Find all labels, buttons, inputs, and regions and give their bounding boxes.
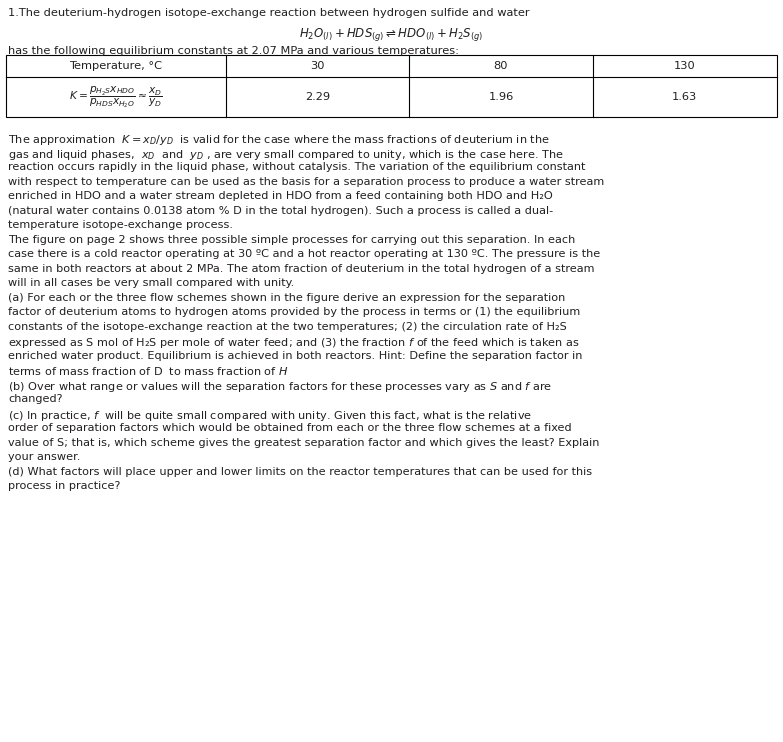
Text: reaction occurs rapidly in the liquid phase, without catalysis. The variation of: reaction occurs rapidly in the liquid ph…	[8, 162, 586, 172]
Text: temperature isotope-exchange process.: temperature isotope-exchange process.	[8, 220, 233, 230]
Text: has the following equilibrium constants at 2.07 MPa and various temperatures:: has the following equilibrium constants …	[8, 47, 459, 56]
Text: The figure on page 2 shows three possible simple processes for carrying out this: The figure on page 2 shows three possibl…	[8, 234, 576, 245]
Text: order of separation factors which would be obtained from each or the three flow : order of separation factors which would …	[8, 423, 572, 433]
Text: enriched in HDO and a water stream depleted in HDO from a feed containing both H: enriched in HDO and a water stream deple…	[8, 191, 553, 201]
Text: with respect to temperature can be used as the basis for a separation process to: with respect to temperature can be used …	[8, 177, 604, 186]
Text: your answer.: your answer.	[8, 452, 81, 462]
Text: (d) What factors will place upper and lower limits on the reactor temperatures t: (d) What factors will place upper and lo…	[8, 467, 592, 476]
Text: (c) In practice, $f$  will be quite small compared with unity. Given this fact, : (c) In practice, $f$ will be quite small…	[8, 409, 532, 423]
Text: changed?: changed?	[8, 394, 63, 404]
Text: expressed as S mol of H₂S per mole of water feed; and (3) the fraction $f$ of th: expressed as S mol of H₂S per mole of wa…	[8, 336, 579, 350]
Text: 1.63: 1.63	[673, 92, 698, 102]
Text: 2.29: 2.29	[305, 92, 330, 102]
Text: Temperature, °C: Temperature, °C	[70, 61, 162, 71]
Text: $K = \dfrac{p_{H_2S}x_{HDO}}{p_{HDS}x_{H_2O}} \approx \dfrac{x_D}{y_D}$: $K = \dfrac{p_{H_2S}x_{HDO}}{p_{HDS}x_{H…	[69, 85, 163, 110]
Text: (natural water contains 0.0138 atom % D in the total hydrogen). Such a process i: (natural water contains 0.0138 atom % D …	[8, 206, 553, 216]
Text: 30: 30	[310, 61, 325, 71]
Text: $H_2O_{(l)} + HDS_{(g)} \rightleftharpoons HDO_{(l)} + H_2S_{(g)}$: $H_2O_{(l)} + HDS_{(g)} \rightleftharpoo…	[299, 26, 484, 43]
Text: 80: 80	[494, 61, 508, 71]
Text: (a) For each or the three flow schemes shown in the figure derive an expression : (a) For each or the three flow schemes s…	[8, 292, 565, 303]
Text: 1.The deuterium-hydrogen isotope-exchange reaction between hydrogen sulfide and : 1.The deuterium-hydrogen isotope-exchang…	[8, 8, 529, 18]
Text: same in both reactors at about 2 MPa. The atom fraction of deuterium in the tota: same in both reactors at about 2 MPa. Th…	[8, 263, 594, 274]
Text: process in practice?: process in practice?	[8, 481, 121, 491]
Text: gas and liquid phases,  $x_D$  and  $y_D$ , are very small compared to unity, wh: gas and liquid phases, $x_D$ and $y_D$ ,…	[8, 148, 564, 162]
Text: The approximation  $K=x_D/y_D$  is valid for the case where the mass fractions o: The approximation $K=x_D/y_D$ is valid f…	[8, 133, 550, 147]
Text: constants of the isotope-exchange reaction at the two temperatures; (2) the circ: constants of the isotope-exchange reacti…	[8, 321, 567, 332]
Text: value of S; that is, which scheme gives the greatest separation factor and which: value of S; that is, which scheme gives …	[8, 438, 599, 447]
Text: factor of deuterium atoms to hydrogen atoms provided by the process in terms or : factor of deuterium atoms to hydrogen at…	[8, 307, 580, 317]
Text: enriched water product. Equilibrium is achieved in both reactors. Hint: Define t: enriched water product. Equilibrium is a…	[8, 350, 583, 361]
Text: terms of mass fraction of D  to mass fraction of $H$: terms of mass fraction of D to mass frac…	[8, 365, 288, 377]
Text: case there is a cold reactor operating at 30 ºC and a hot reactor operating at 1: case there is a cold reactor operating a…	[8, 249, 601, 259]
Bar	[6, 55, 777, 117]
Text: 130: 130	[674, 61, 696, 71]
Text: 1.96: 1.96	[489, 92, 514, 102]
Text: will in all cases be very small compared with unity.: will in all cases be very small compared…	[8, 278, 294, 288]
Text: (b) Over what range or values will the separation factors for these processes va: (b) Over what range or values will the s…	[8, 380, 552, 393]
